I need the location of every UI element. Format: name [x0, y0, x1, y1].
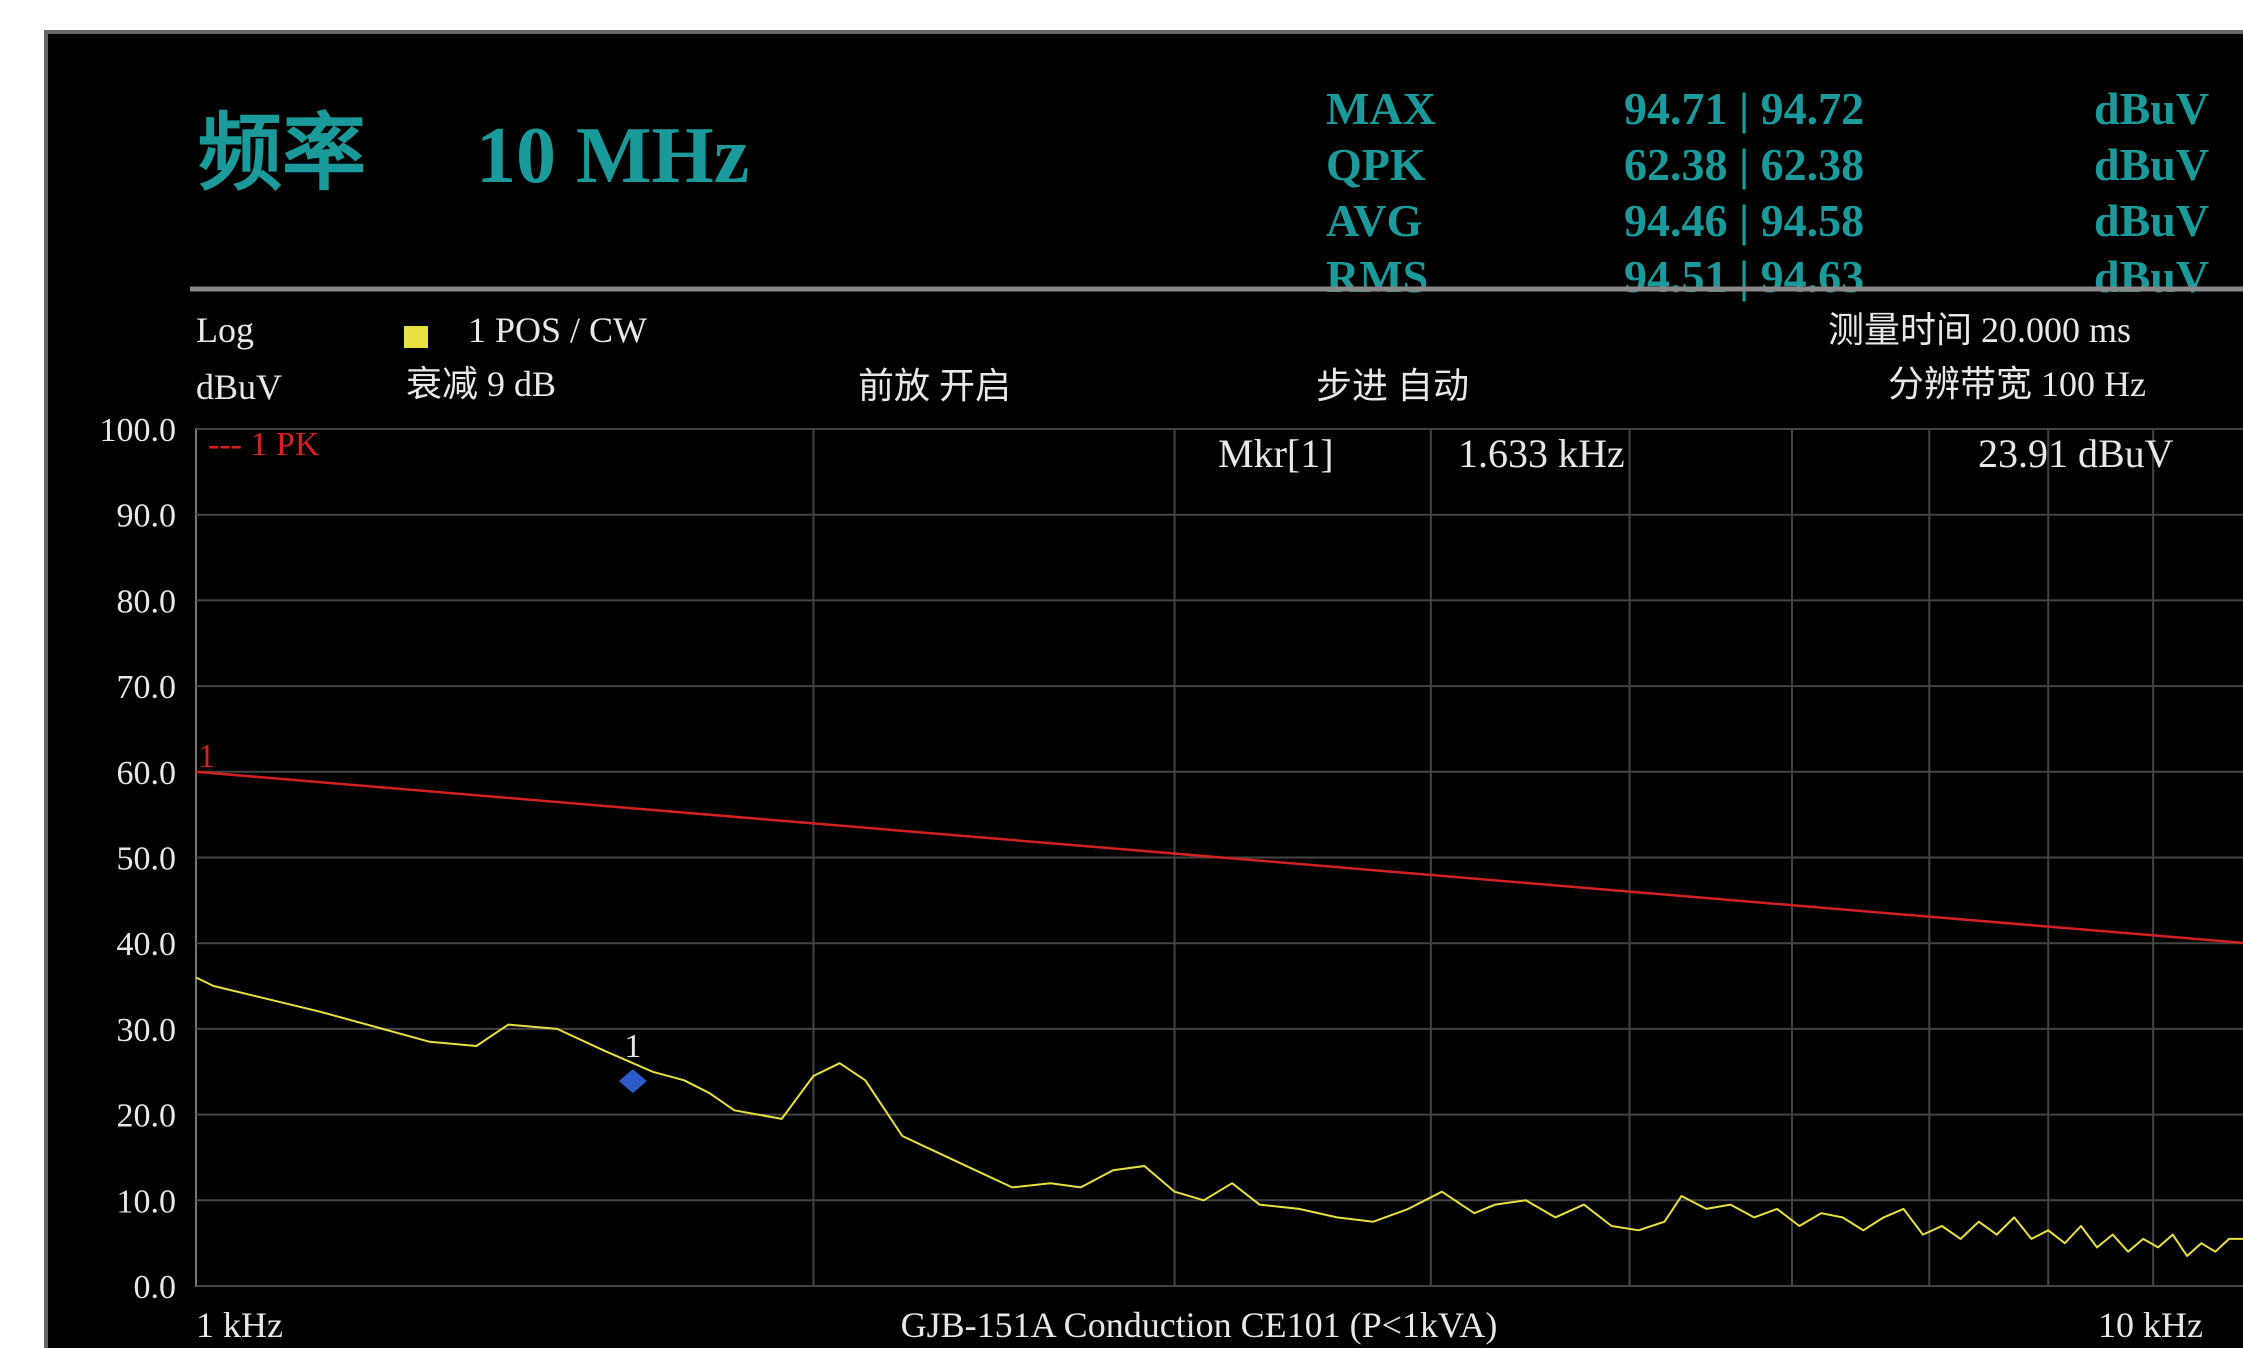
y-tick-labels: 0.0 10.0 20.0 30.0 40.0 50.0 60.0 70.0 80.0 90.0 1…	[100, 412, 177, 1306]
reading-label: AVG	[1326, 195, 1422, 246]
trace-color-swatch	[404, 326, 428, 348]
grid	[195, 428, 2243, 1287]
reading-value: 94.46 | 94.58	[1624, 195, 1864, 246]
y-tick-label: 100.0	[100, 412, 177, 449]
y-tick-label: 0.0	[134, 1269, 177, 1306]
measurement-trace	[195, 976, 2243, 1257]
y-tick-label: 50.0	[117, 841, 177, 878]
limit-line-label: 1	[198, 738, 215, 775]
trace-mode: 1 POS / CW	[468, 310, 647, 350]
marker-label: Mkr[1]	[1218, 431, 1334, 476]
y-tick-label: 40.0	[117, 926, 177, 963]
step: 步进 自动	[1316, 366, 1469, 406]
x-axis-labels: 1 kHz GJB-151A Conduction CE101 (P<1kVA)…	[196, 1305, 2203, 1345]
resolution-bandwidth: 分辨带宽 100 Hz	[1888, 364, 2146, 404]
scale-label: Log	[196, 310, 254, 350]
marker-level: 23.91 dBuV	[1978, 431, 2174, 476]
reading-value: 94.71 | 94.72	[1624, 83, 1864, 134]
y-tick-label: 60.0	[117, 755, 177, 792]
plot-area: 0.0 10.0 20.0 30.0 40.0 50.0 60.0 70.0 80.0 90.0 1…	[100, 412, 2243, 1306]
unit-label: dBuV	[196, 367, 282, 407]
measurement-time: 测量时间 20.000 ms	[1828, 310, 2131, 350]
limit-line	[195, 770, 2243, 945]
analyzer-display: 频率 10 MHz MAX 94.71 | 94.72 dBuV QPK 62.38 |…	[100, 83, 2243, 1345]
reading-label: QPK	[1326, 139, 1426, 190]
reading-value: 62.38 | 62.38	[1624, 139, 1864, 190]
y-tick-label: 10.0	[117, 1183, 177, 1220]
detector-readings: MAX 94.71 | 94.72 dBuV QPK 62.38 | 62.38 dBuV…	[1326, 83, 2209, 302]
y-tick-label: 70.0	[117, 669, 177, 706]
reading-unit: dBuV	[2094, 195, 2209, 246]
analyzer-screen: 频率 10 MHz MAX 94.71 | 94.72 dBuV QPK 62.38 |…	[44, 30, 2243, 1348]
reading-unit: dBuV	[2094, 83, 2209, 134]
attenuation: 衰减 9 dB	[406, 364, 556, 404]
settings-panel: Log dBuV 1 POS / CW 衰减 9 dB 前放 开启 步进 自动 …	[196, 310, 2146, 407]
x-end-label: 10 kHz	[2098, 1305, 2203, 1345]
marker-1-tag: 1	[624, 1028, 641, 1065]
reading-label: RMS	[1326, 251, 1428, 302]
marker-1[interactable]	[618, 1069, 647, 1094]
frequency-label: 频率	[198, 108, 366, 201]
reading-unit: dBuV	[2094, 139, 2209, 190]
reading-label: MAX	[1326, 83, 1436, 134]
frequency-value: 10 MHz	[476, 112, 749, 200]
reading-unit: dBuV	[2094, 251, 2209, 302]
marker-frequency: 1.633 kHz	[1458, 431, 1625, 476]
preamp: 前放 开启	[858, 366, 1011, 406]
chart-title: GJB-151A Conduction CE101 (P<1kVA)	[901, 1305, 1498, 1345]
legend-entry: --- 1 PK	[208, 426, 320, 463]
y-tick-label: 80.0	[117, 583, 177, 620]
y-tick-label: 90.0	[117, 498, 177, 535]
series	[195, 770, 2243, 1257]
y-tick-label: 30.0	[117, 1012, 177, 1049]
x-start-label: 1 kHz	[196, 1305, 283, 1345]
marker-readout: Mkr[1] 1.633 kHz 23.91 dBuV	[1218, 431, 2174, 476]
reading-value: 94.51 | 94.63	[1624, 251, 1864, 302]
y-tick-label: 20.0	[117, 1098, 177, 1135]
header: 频率 10 MHz MAX 94.71 | 94.72 dBuV QPK 62.38 |…	[190, 83, 2243, 302]
